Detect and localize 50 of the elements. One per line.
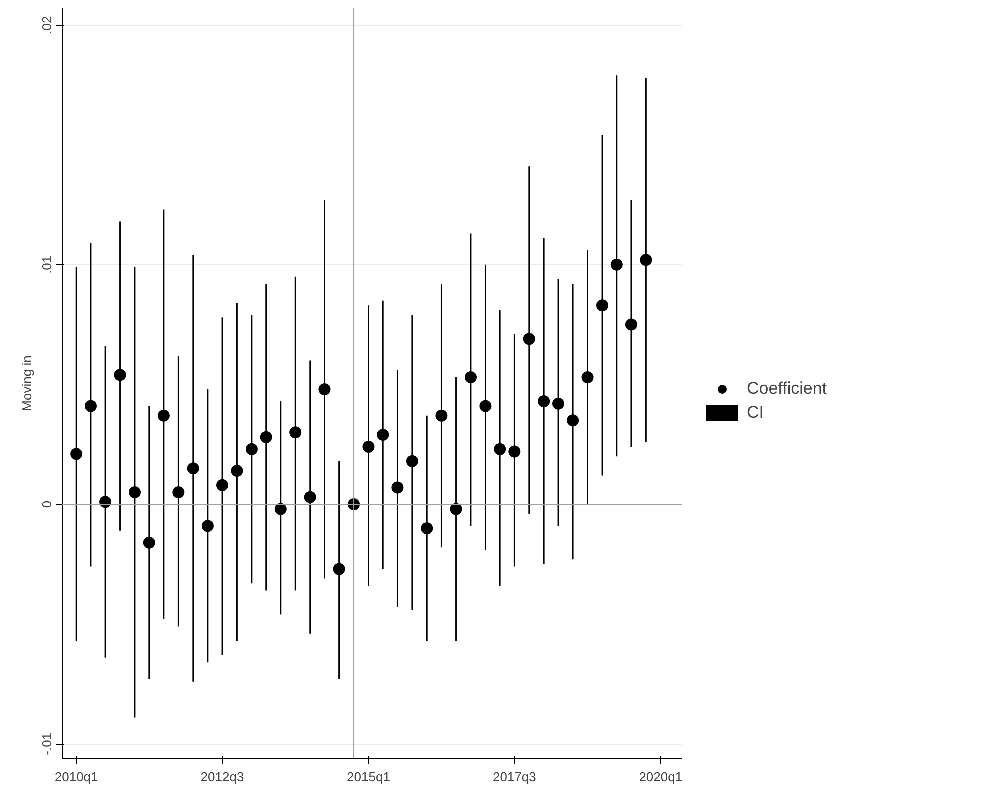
point <box>114 369 126 382</box>
point <box>596 300 608 312</box>
x-tick-label: 2017q3 <box>492 770 536 784</box>
point <box>582 372 594 384</box>
point <box>128 486 141 499</box>
point <box>172 486 185 499</box>
point <box>450 503 462 516</box>
point <box>538 395 550 408</box>
point <box>436 410 448 422</box>
point <box>158 410 170 422</box>
point <box>552 398 564 410</box>
y-tick-label: -.01 <box>40 732 54 756</box>
point <box>246 443 258 456</box>
point <box>377 429 390 442</box>
legend-label: CI <box>747 403 765 423</box>
y-tick-label: 0 <box>40 500 54 508</box>
point <box>290 426 302 439</box>
point <box>464 372 477 384</box>
point <box>260 431 272 444</box>
point <box>318 384 331 396</box>
point <box>625 318 638 331</box>
point <box>70 448 83 460</box>
y-tick-label: .02 <box>40 16 54 34</box>
point <box>304 491 316 504</box>
y-axis-title: Moving in <box>20 356 34 412</box>
x-tick-label: 2012q3 <box>200 770 244 784</box>
point <box>333 563 346 576</box>
point <box>392 482 404 494</box>
x-tick-label: 2020q1 <box>639 770 683 784</box>
point <box>143 536 156 549</box>
point <box>640 254 652 266</box>
point <box>480 400 492 412</box>
y-tick-label: .01 <box>40 256 54 274</box>
point <box>421 522 434 534</box>
legend-label: Coefficient <box>747 379 828 399</box>
point <box>231 464 244 477</box>
point <box>508 446 521 458</box>
point <box>216 479 228 492</box>
point <box>567 414 580 427</box>
point <box>362 441 375 453</box>
point <box>523 333 536 346</box>
x-tick-label: 2010q1 <box>54 770 98 784</box>
point <box>406 455 418 468</box>
point <box>274 503 287 516</box>
x-tick-label: 2015q1 <box>347 770 390 784</box>
point <box>494 443 506 456</box>
point <box>202 520 214 532</box>
point <box>610 258 623 271</box>
point <box>84 400 97 412</box>
point <box>187 462 200 475</box>
